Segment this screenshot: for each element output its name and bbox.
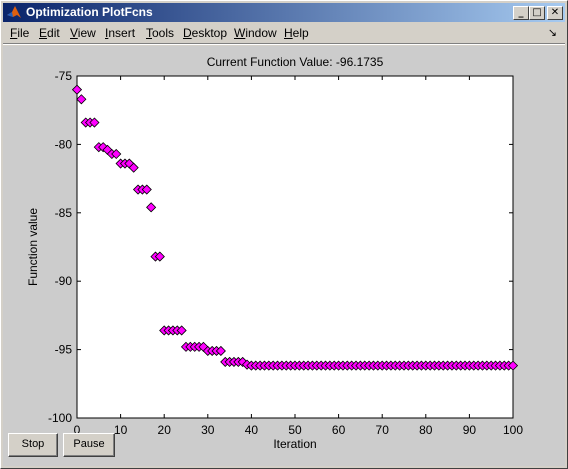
pause-button[interactable]: Pause: [63, 433, 115, 457]
stop-button[interactable]: Stop: [8, 433, 58, 457]
data-point: [111, 148, 122, 160]
minimize-button[interactable]: _: [513, 6, 529, 20]
menu-desktop[interactable]: Desktop: [183, 26, 228, 40]
y-axis-label: Function value: [26, 208, 40, 286]
menu-window[interactable]: Window: [234, 26, 277, 40]
menu-help[interactable]: Help: [284, 26, 309, 40]
x-tick-label: 100: [503, 423, 523, 437]
data-point: [71, 84, 83, 95]
menu-separator: [3, 43, 565, 45]
data-point: [215, 345, 226, 357]
figure-canvas: 0 10 20 30 40 50 60 70 80 90 100 -75 -80 -85 -90 -95 -10…: [3, 46, 565, 466]
x-tick-label: 0: [74, 423, 81, 437]
data-point: [176, 325, 187, 336]
x-tick-label: 40: [245, 423, 259, 437]
matlab-logo-icon: [7, 6, 21, 18]
dock-arrow-icon[interactable]: ↘: [547, 27, 557, 39]
x-tick-label: 30: [201, 423, 215, 437]
chart-title: Current Function Value: -96.1735: [207, 55, 384, 69]
x-tick-label: 10: [114, 423, 128, 437]
x-tick-label: 80: [419, 423, 433, 437]
data-point: [141, 184, 152, 195]
data-point: [507, 360, 519, 371]
menu-view[interactable]: View: [70, 26, 96, 40]
x-axis-label: Iteration: [273, 437, 316, 451]
menu-insert[interactable]: Insert: [105, 26, 136, 40]
y-tick-label: -95: [55, 343, 73, 357]
x-tick-label: 70: [376, 423, 390, 437]
data-point: [76, 94, 87, 105]
menu-tools[interactable]: Tools: [146, 26, 175, 40]
function-value-plot: 0 10 20 30 40 50 60 70 80 90 100 -75 -80 -85 -90 -95 -10…: [26, 55, 523, 451]
data-point: [128, 162, 139, 173]
window-title: Optimization PlotFcns: [26, 5, 153, 19]
x-tick-label: 90: [463, 423, 477, 437]
y-tick-label: -90: [55, 274, 73, 288]
y-tick-label: -80: [55, 137, 73, 151]
x-tick-label: 20: [158, 423, 172, 437]
menu-file[interactable]: File: [10, 26, 30, 40]
x-tick-label: 50: [288, 423, 302, 437]
y-tick-label: -85: [55, 206, 73, 220]
menu-bar: File Edit View Insert Tools Desktop Wind…: [3, 23, 565, 43]
title-bar[interactable]: Optimization PlotFcns _ □ ✕: [3, 3, 565, 22]
data-point: [89, 117, 100, 128]
data-point: [146, 202, 157, 213]
menu-edit[interactable]: Edit: [39, 26, 60, 40]
x-tick-label: 60: [332, 423, 346, 437]
y-tick-label: -75: [55, 69, 73, 83]
maximize-button[interactable]: □: [529, 6, 545, 20]
data-point: [154, 251, 165, 262]
y-tick-label: -100: [48, 411, 72, 425]
close-button[interactable]: ✕: [547, 6, 563, 20]
